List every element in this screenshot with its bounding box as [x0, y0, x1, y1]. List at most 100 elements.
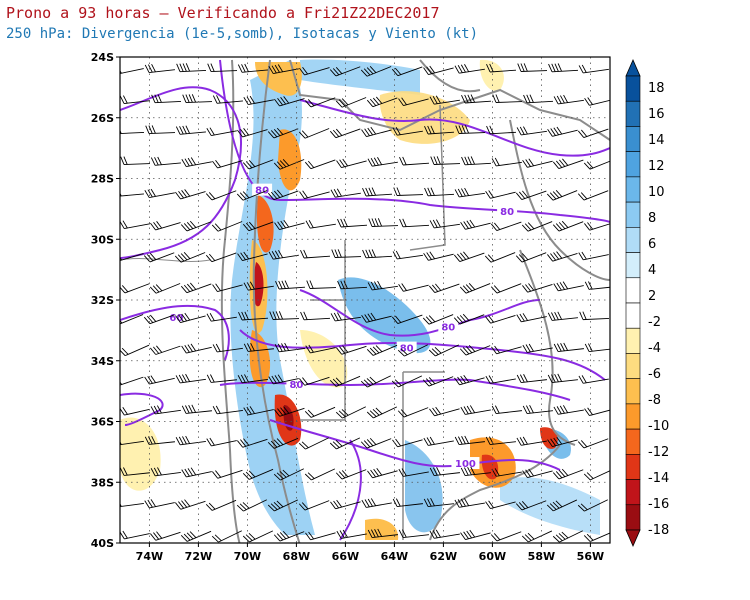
wind-barb: [120, 436, 144, 446]
wind-barb: [206, 437, 237, 447]
wind-barb: [329, 437, 361, 450]
wind-barb: [299, 376, 330, 386]
wind-barb: [491, 405, 522, 415]
wind-barb: [206, 313, 237, 322]
wind-barb: [242, 159, 274, 170]
lon-tick-label: 70W: [234, 550, 261, 563]
wind-barb: [423, 498, 454, 507]
chart-subtitle: 250 hPa: Divergencia (1e-5,somb), Isotac…: [6, 26, 479, 42]
wind-barb: [175, 125, 206, 135]
colorbar-segment: [625, 151, 641, 178]
wind-barb: [367, 468, 398, 479]
wind-barb: [205, 190, 237, 201]
geography-lines: [120, 59, 610, 543]
wind-barb: [176, 63, 207, 73]
wind-barb: [579, 311, 610, 321]
wind-barbs: [120, 63, 610, 543]
wind-barb: [424, 187, 455, 197]
wind-barb: [547, 373, 578, 383]
wind-barb: [522, 343, 553, 353]
wind-barb: [486, 125, 517, 135]
wind-barb: [144, 375, 175, 385]
wind-barb: [515, 500, 547, 511]
wind-barb: [305, 531, 336, 541]
wind-barb: [120, 156, 151, 166]
wind-barb: [397, 344, 428, 357]
wind-barb: [454, 187, 485, 198]
isotach-4: [120, 304, 230, 361]
wind-barb: [205, 499, 237, 511]
wind-barb: [429, 467, 460, 477]
lon-tick-label: 64W: [381, 550, 408, 563]
isotach-label: 80: [441, 322, 455, 333]
wind-barb: [361, 498, 392, 508]
wind-barb: [144, 64, 175, 73]
wind-barb: [120, 125, 145, 135]
wind-barb: [237, 251, 268, 262]
wind-barb: [515, 190, 547, 200]
wind-barb: [237, 438, 268, 448]
wind-barb: [584, 221, 610, 231]
isotach-label: 80: [255, 186, 269, 197]
wind-barb: [360, 437, 392, 449]
wind-barb: [267, 437, 299, 449]
wind-barb: [175, 499, 206, 510]
wind-barb: [577, 128, 609, 138]
colorbar-segment: [625, 201, 641, 228]
isotach-8: [219, 378, 571, 401]
isotach-1: [120, 86, 242, 259]
wind-barb: [552, 468, 584, 480]
wind-barb: [330, 499, 361, 510]
wind-barb: [460, 219, 491, 230]
wind-barb: [485, 314, 516, 324]
colorbar-segment: [625, 327, 641, 354]
wind-barb: [522, 468, 553, 479]
wind-barb: [243, 342, 274, 352]
wind-barb: [149, 345, 181, 355]
convergence-28s: [278, 129, 302, 191]
wind-barb: [517, 63, 548, 72]
colorbar-segment: [625, 504, 641, 531]
rio-de-la-plata-coast: [519, 249, 576, 446]
wind-barb: [583, 530, 610, 542]
isotach-label: 80: [289, 380, 303, 391]
province-line-1: [409, 104, 446, 251]
wind-barb: [211, 530, 242, 543]
lat-tick-label: 38S: [91, 476, 114, 489]
wind-barb: [521, 530, 553, 543]
wind-barb: [175, 189, 206, 200]
wind-barb: [578, 64, 609, 74]
colorbar-label: 6: [648, 237, 656, 252]
lat-tick-label: 40S: [91, 537, 114, 550]
wind-barb: [236, 499, 267, 512]
wind-barb: [181, 343, 212, 354]
colorbar-label: 4: [648, 263, 656, 278]
wind-barb: [267, 499, 299, 512]
wind-barb: [460, 405, 491, 415]
wind-barb: [151, 94, 182, 104]
colorbar-label: 18: [648, 81, 665, 96]
wind-barb: [455, 125, 486, 134]
lon-tick-label: 68W: [283, 550, 310, 563]
wind-barb: [584, 343, 610, 352]
colorbar-segment: [625, 353, 641, 379]
colorbar-label: 16: [648, 107, 665, 122]
wind-barb: [212, 405, 243, 415]
wind-barb: [150, 156, 181, 166]
wind-barb: [552, 530, 583, 543]
wind-barb: [398, 283, 429, 292]
isotach-label: 100: [455, 459, 476, 470]
wind-barb: [212, 159, 243, 169]
wind-barb: [454, 498, 485, 508]
colorbar-segment: [625, 479, 641, 506]
wind-barb: [423, 436, 454, 446]
wind-barb: [335, 406, 366, 419]
wind-barb: [304, 406, 336, 418]
wind-barb: [212, 343, 243, 353]
convergence-36s-east: [540, 427, 558, 449]
wind-barb: [360, 375, 391, 388]
wind-barb: [212, 469, 243, 479]
isotach-label: 80: [500, 207, 514, 218]
wind-barb: [522, 405, 553, 414]
